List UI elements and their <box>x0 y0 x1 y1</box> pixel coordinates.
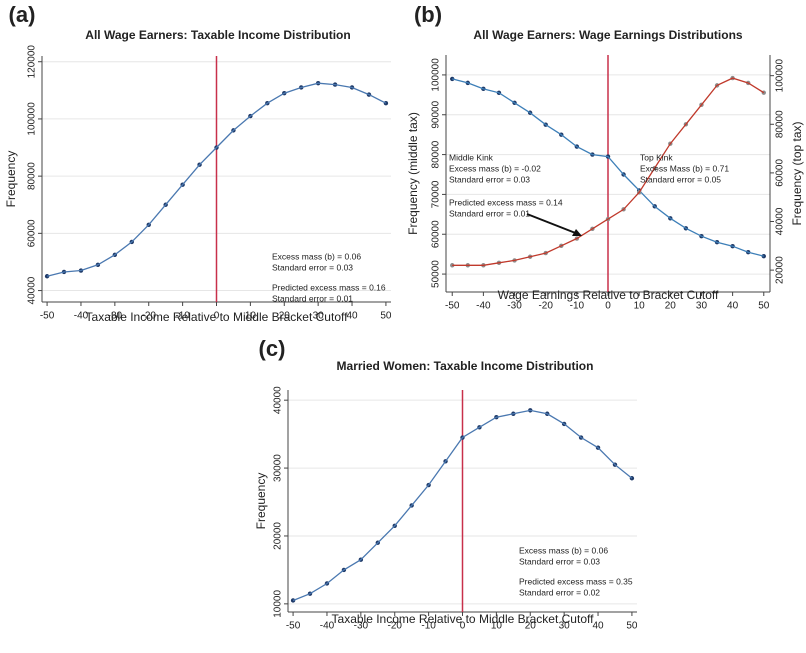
x-tick-label: -30 <box>507 301 522 312</box>
y-axis-label: Frequency <box>254 473 268 530</box>
y-tick-label: 80000 <box>431 140 442 168</box>
x-tick-label: 50 <box>380 311 392 322</box>
x-tick-label: -20 <box>538 301 553 312</box>
chart-title: All Wage Earners: Taxable Income Distrib… <box>85 28 350 42</box>
x-tick-label: -10 <box>570 301 585 312</box>
x-tick-label: 30 <box>696 301 708 312</box>
annotation: Standard error = 0.03 <box>449 174 530 184</box>
y-tick-label: 60000 <box>27 219 38 247</box>
annotation: Standard error = 0.03 <box>272 262 353 272</box>
data-point <box>383 100 389 106</box>
annotation: Top Kink <box>640 152 673 162</box>
y2-tick-label: 40000 <box>775 207 786 235</box>
x-tick-label: 0 <box>605 301 611 312</box>
annotation: Predicted excess mass = 0.16 <box>272 282 386 292</box>
x-tick-label: 0 <box>460 621 466 632</box>
series-line <box>292 409 633 602</box>
x-axis-label: Taxable Income Relative to Middle Bracke… <box>332 612 595 626</box>
x-tick-label: -30 <box>354 621 369 632</box>
x-tick-label: 20 <box>665 301 677 312</box>
x-tick-label: 50 <box>758 301 770 312</box>
y2-tick-label: 60000 <box>775 159 786 187</box>
x-tick-label: -20 <box>388 621 403 632</box>
arrow <box>526 213 579 235</box>
y2-tick-label: 80000 <box>775 110 786 138</box>
annotation: Excess mass (b) = 0.06 <box>519 545 608 555</box>
x-tick-label: -50 <box>286 621 301 632</box>
annotation: Standard error = 0.01 <box>449 208 530 218</box>
series-line <box>452 78 764 257</box>
panel-label: (b) <box>414 2 442 27</box>
x-tick-label: 40 <box>727 301 739 312</box>
y-tick-label: 70000 <box>431 180 442 208</box>
x-tick-label: -50 <box>40 311 55 322</box>
x-tick-label: 10 <box>245 311 257 322</box>
x-tick-label: 20 <box>279 311 291 322</box>
x-tick-label: 30 <box>313 311 325 322</box>
panel-label: (c) <box>259 336 286 361</box>
x-tick-label: 40 <box>592 621 604 632</box>
x-axis-label: Wage Earnings Relative to Bracket Cutoff <box>498 288 719 302</box>
x-tick-label: 10 <box>491 621 503 632</box>
x-tick-label: -20 <box>142 311 157 322</box>
annotation: Standard error = 0.05 <box>640 174 721 184</box>
y-tick-label: 100000 <box>27 102 38 136</box>
annotation: Predicted excess mass = 0.35 <box>519 576 633 586</box>
annotation: Excess mass (b) = 0.06 <box>272 251 361 261</box>
x-tick-label: -40 <box>476 301 491 312</box>
y-tick-label: 120000 <box>27 45 38 79</box>
y2-axis-label: Frequency (top tax) <box>790 121 804 225</box>
data-point <box>290 598 296 603</box>
y-tick-label: 10000 <box>273 590 284 618</box>
x-tick-label: 20 <box>525 621 537 632</box>
x-tick-label: 30 <box>559 621 571 632</box>
x-tick-label: 0 <box>214 311 220 322</box>
x-tick-label: -40 <box>320 621 335 632</box>
y-tick-label: 40000 <box>27 276 38 304</box>
x-tick-label: -40 <box>74 311 89 322</box>
arrow-head <box>572 229 582 236</box>
x-tick-label: -30 <box>108 311 123 322</box>
annotation: Standard error = 0.03 <box>519 556 600 566</box>
annotation: Standard error = 0.01 <box>272 293 353 303</box>
annotation: Standard error = 0.02 <box>519 587 600 597</box>
y-tick-label: 60000 <box>431 220 442 248</box>
chart-title: All Wage Earners: Wage Earnings Distribu… <box>473 28 742 42</box>
annotation: Excess mass (b) = -0.02 <box>449 163 541 173</box>
y2-tick-label: 20000 <box>775 256 786 284</box>
y-tick-label: 30000 <box>273 454 284 482</box>
panel-label: (a) <box>9 2 36 27</box>
chart-title: Married Women: Taxable Income Distributi… <box>337 359 594 373</box>
x-tick-label: -10 <box>421 621 436 632</box>
y-axis-label: Frequency <box>4 151 18 208</box>
x-tick-label: 10 <box>634 301 646 312</box>
annotation: Excess Mass (b) = 0.71 <box>640 163 729 173</box>
x-tick-label: 40 <box>346 311 358 322</box>
x-tick-label: -10 <box>175 311 190 322</box>
x-tick-label: 50 <box>626 621 638 632</box>
annotation: Predicted excess mass = 0.14 <box>449 197 563 207</box>
y-tick-label: 90000 <box>431 100 442 128</box>
annotation: Middle Kink <box>449 152 494 162</box>
y2-tick-label: 100000 <box>775 59 786 93</box>
series-line <box>452 77 765 266</box>
x-tick-label: -50 <box>445 301 460 312</box>
y-axis-label: Frequency (middle tax) <box>406 112 420 235</box>
y-tick-label: 100000 <box>431 58 442 92</box>
x-axis-label: Taxable Income Relative to Middle Bracke… <box>86 310 349 324</box>
series-line <box>46 82 387 277</box>
data-point <box>44 274 50 279</box>
y-tick-label: 40000 <box>273 386 284 414</box>
y-tick-label: 50000 <box>431 260 442 288</box>
y-tick-label: 80000 <box>27 162 38 190</box>
y-tick-label: 20000 <box>273 522 284 550</box>
